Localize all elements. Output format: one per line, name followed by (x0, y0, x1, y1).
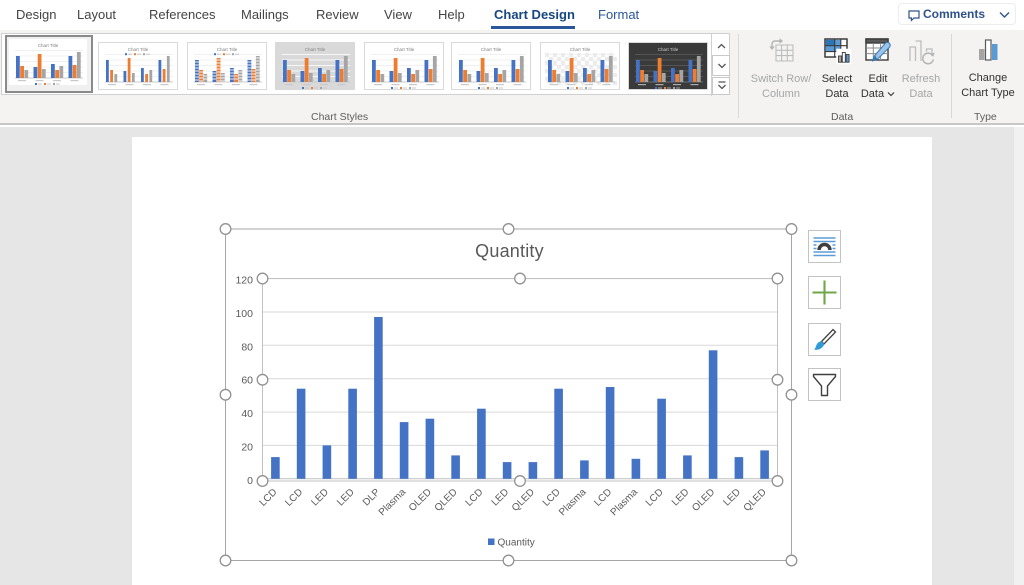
svg-text:LCD: LCD (464, 487, 486, 509)
svg-text:LED: LED (309, 487, 331, 509)
svg-text:OLED: OLED (690, 487, 717, 514)
svg-text:40: 40 (241, 408, 253, 420)
svg-text:LED: LED (490, 487, 512, 509)
svg-text:Quantity: Quantity (475, 241, 544, 261)
svg-text:LED: LED (721, 487, 743, 509)
svg-text:Chart Title: Chart Title (216, 47, 237, 52)
svg-text:Quantity: Quantity (498, 538, 535, 549)
svg-text:LCD: LCD (644, 487, 666, 509)
svg-text:LCD: LCD (541, 487, 563, 509)
svg-text:OLED: OLED (407, 487, 434, 514)
svg-text:QLED: QLED (433, 487, 460, 514)
svg-text:0: 0 (247, 475, 253, 487)
svg-text:LCD: LCD (258, 487, 280, 509)
svg-text:Chart Title: Chart Title (394, 47, 415, 52)
svg-text:Chart Title: Chart Title (657, 47, 678, 52)
svg-text:20: 20 (241, 441, 253, 453)
svg-text:LED: LED (335, 487, 357, 509)
svg-text:Chart Title: Chart Title (569, 47, 590, 52)
svg-text:80: 80 (241, 341, 253, 353)
svg-text:LCD: LCD (283, 487, 305, 509)
svg-text:QLED: QLED (742, 487, 769, 514)
svg-text:LED: LED (670, 487, 692, 509)
svg-text:Chart Title: Chart Title (304, 47, 325, 52)
svg-text:QLED: QLED (510, 487, 537, 514)
svg-text:DLP: DLP (361, 487, 383, 509)
svg-text:Plasma: Plasma (377, 487, 409, 519)
svg-text:LCD: LCD (592, 487, 614, 509)
svg-text:Chart Title: Chart Title (38, 43, 59, 48)
svg-text:Chart Title: Chart Title (128, 47, 149, 52)
svg-text:100: 100 (235, 308, 253, 320)
svg-text:120: 120 (235, 275, 253, 287)
svg-text:Plasma: Plasma (557, 487, 589, 519)
svg-text:Plasma: Plasma (609, 487, 641, 519)
svg-text:60: 60 (241, 375, 253, 387)
svg-text:Chart Title: Chart Title (481, 47, 502, 52)
